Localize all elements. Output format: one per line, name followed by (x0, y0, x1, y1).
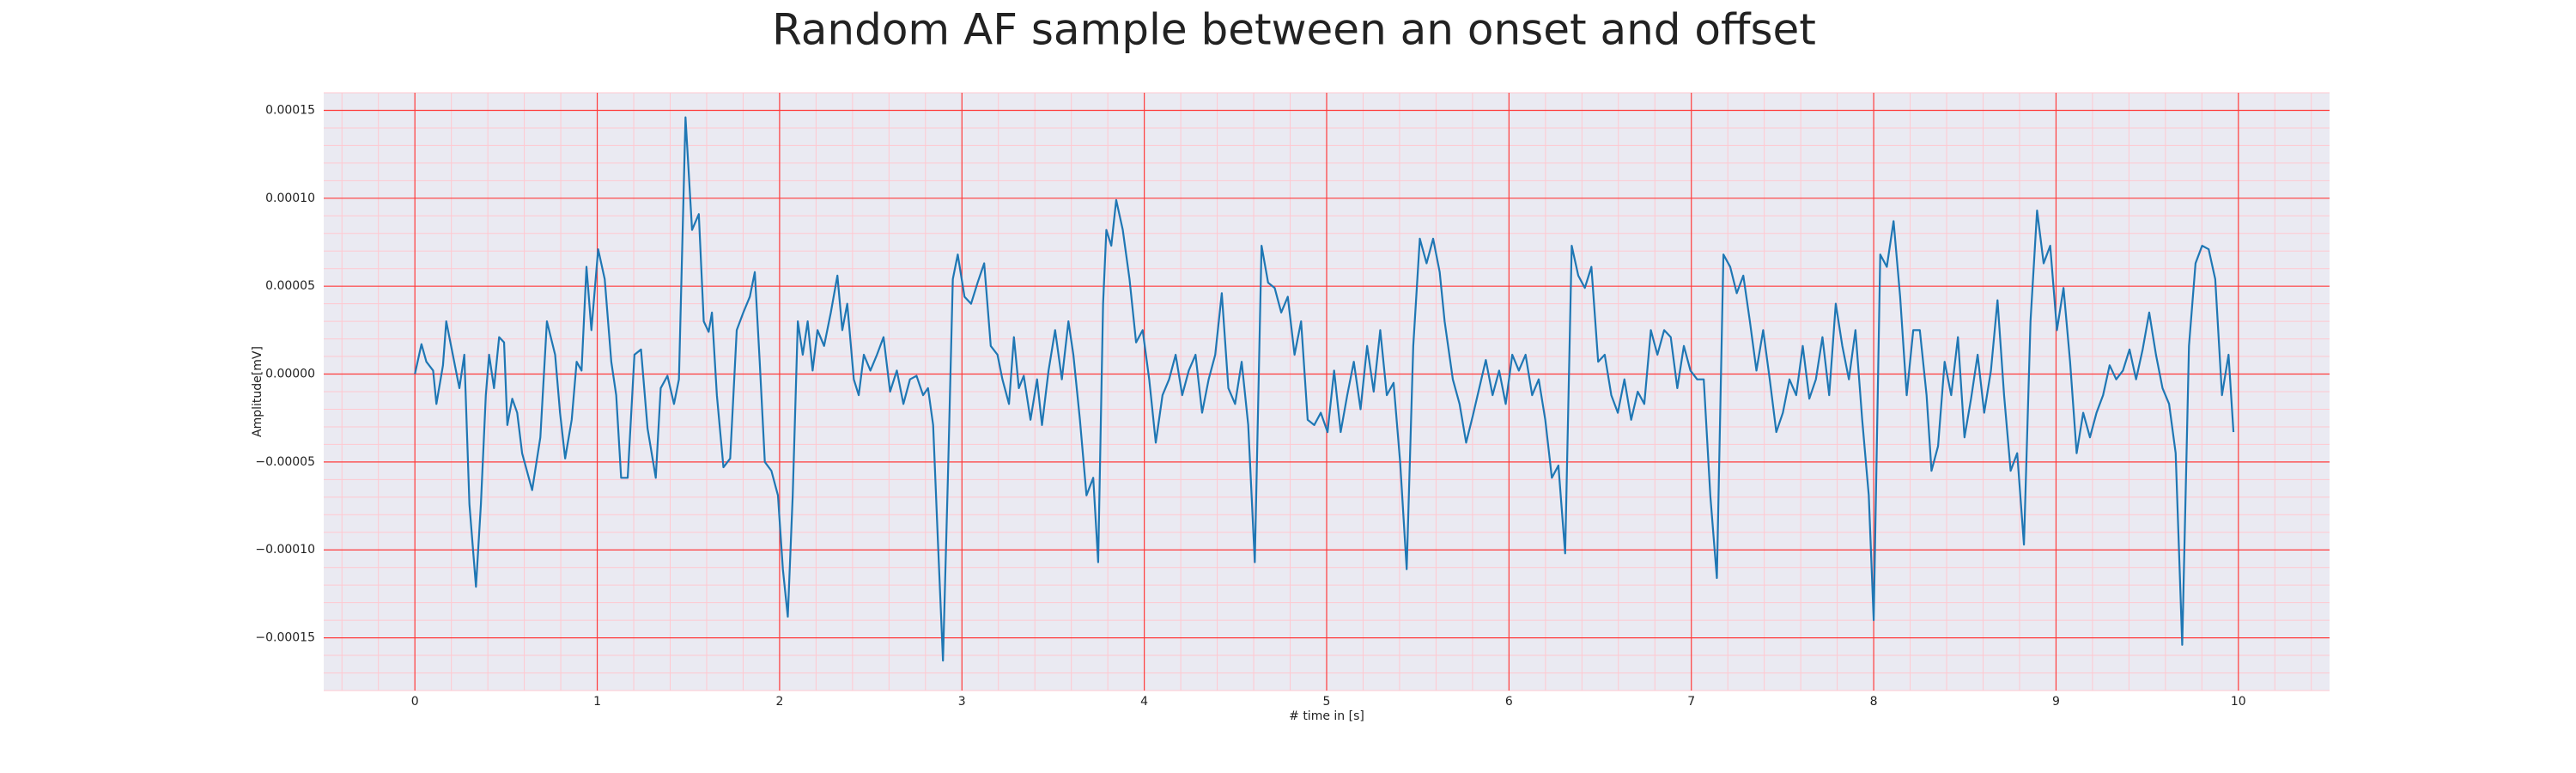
x-tick-label: 5 (1323, 695, 1331, 709)
y-tick-label: −0.00010 (255, 543, 315, 557)
x-tick-label: 3 (958, 695, 966, 709)
x-tick-label: 6 (1505, 695, 1513, 709)
y-tick-label: −0.00005 (255, 455, 315, 469)
x-tick-label: 10 (2231, 695, 2246, 709)
x-tick-label: 0 (411, 695, 419, 709)
x-tick-label: 8 (1870, 695, 1878, 709)
y-tick-label: 0.00000 (265, 368, 315, 381)
y-tick-label: 0.00005 (265, 279, 315, 293)
y-tick-label: 0.00015 (265, 103, 315, 117)
y-tick-label: 0.00010 (265, 192, 315, 205)
x-tick-label: 9 (2052, 695, 2060, 709)
x-tick-label: 1 (593, 695, 601, 709)
chart-title: Random AF sample between an onset and of… (772, 5, 1816, 55)
y-axis-label: Amplitude[mV] (251, 346, 264, 437)
y-tick-label: −0.00015 (255, 631, 315, 645)
signal-line (414, 116, 2235, 662)
x-axis-label: # time in [s] (1289, 709, 1364, 723)
x-tick-label: 2 (775, 695, 783, 709)
x-tick-label: 7 (1687, 695, 1695, 709)
x-tick-label: 4 (1140, 695, 1148, 709)
